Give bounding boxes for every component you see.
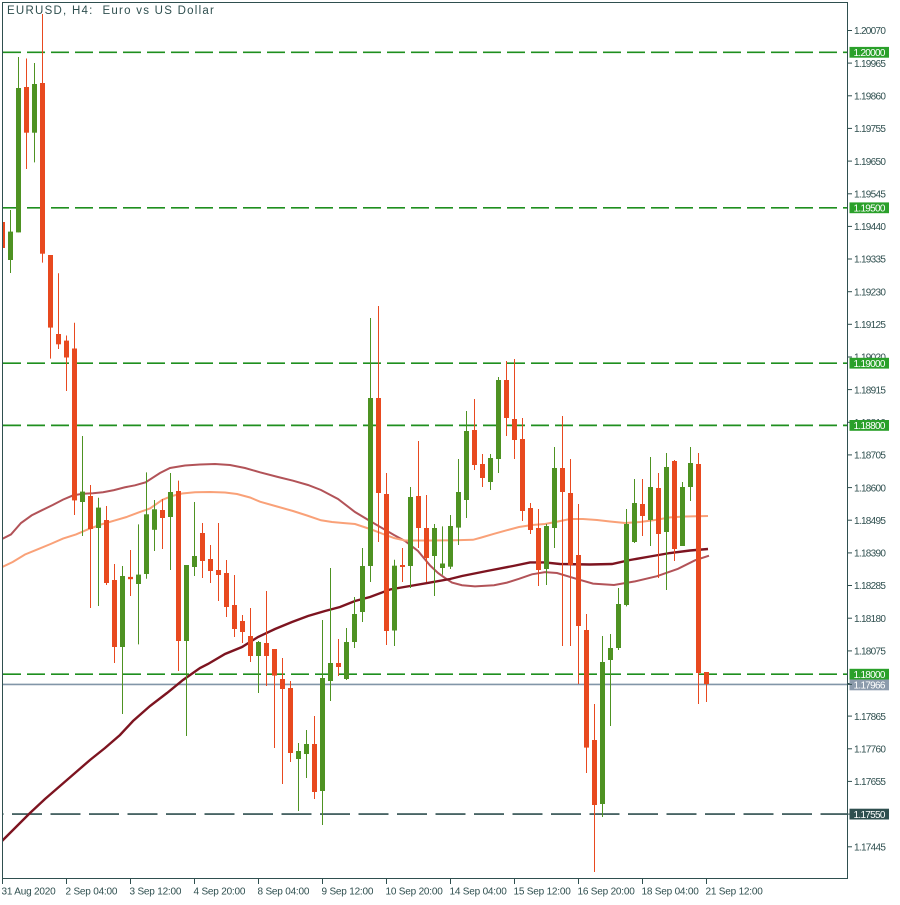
svg-text:9 Sep 12:00: 9 Sep 12:00 xyxy=(322,887,374,898)
svg-text:1.18600: 1.18600 xyxy=(854,483,886,494)
svg-text:1.18915: 1.18915 xyxy=(854,385,886,396)
svg-text:1.18390: 1.18390 xyxy=(854,549,886,560)
svg-text:1.19440: 1.19440 xyxy=(854,222,886,233)
svg-text:1.17966: 1.17966 xyxy=(854,681,886,692)
svg-text:16 Sep 20:00: 16 Sep 20:00 xyxy=(578,887,636,898)
svg-text:1.19500: 1.19500 xyxy=(854,204,886,215)
svg-text:1.19230: 1.19230 xyxy=(854,287,886,298)
svg-text:EURUSD, H4: Euro vs US Dollar: EURUSD, H4: Euro vs US Dollar xyxy=(7,5,215,17)
svg-text:1.17655: 1.17655 xyxy=(854,777,886,788)
svg-text:1.17445: 1.17445 xyxy=(854,843,886,854)
svg-text:1.17865: 1.17865 xyxy=(854,712,886,723)
svg-text:1.19335: 1.19335 xyxy=(854,255,886,266)
svg-text:1.18180: 1.18180 xyxy=(854,614,886,625)
svg-text:1.18000: 1.18000 xyxy=(854,670,886,681)
svg-text:21 Sep 12:00: 21 Sep 12:00 xyxy=(706,887,764,898)
svg-text:1.19000: 1.19000 xyxy=(854,359,886,370)
svg-text:14 Sep 04:00: 14 Sep 04:00 xyxy=(450,887,508,898)
svg-text:10 Sep 20:00: 10 Sep 20:00 xyxy=(386,887,444,898)
svg-text:1.19545: 1.19545 xyxy=(854,189,886,200)
svg-text:1.18800: 1.18800 xyxy=(854,421,886,432)
svg-text:8 Sep 04:00: 8 Sep 04:00 xyxy=(258,887,310,898)
svg-text:1.18285: 1.18285 xyxy=(854,581,886,592)
svg-text:3 Sep 12:00: 3 Sep 12:00 xyxy=(130,887,182,898)
svg-text:1.19965: 1.19965 xyxy=(854,59,886,70)
svg-text:1.19755: 1.19755 xyxy=(854,124,886,135)
svg-text:1.18075: 1.18075 xyxy=(854,647,886,658)
svg-text:1.19860: 1.19860 xyxy=(854,92,886,103)
svg-text:1.20070: 1.20070 xyxy=(854,26,886,37)
svg-text:31 Aug 2020: 31 Aug 2020 xyxy=(2,887,57,898)
svg-text:18 Sep 04:00: 18 Sep 04:00 xyxy=(642,887,700,898)
svg-text:1.18705: 1.18705 xyxy=(854,451,886,462)
svg-text:1.20000: 1.20000 xyxy=(854,48,886,59)
svg-text:2 Sep 04:00: 2 Sep 04:00 xyxy=(66,887,118,898)
svg-text:1.17760: 1.17760 xyxy=(854,745,886,756)
svg-text:1.17550: 1.17550 xyxy=(854,810,886,821)
svg-text:1.19125: 1.19125 xyxy=(854,320,886,331)
svg-text:4 Sep 20:00: 4 Sep 20:00 xyxy=(194,887,246,898)
svg-text:15 Sep 12:00: 15 Sep 12:00 xyxy=(514,887,572,898)
svg-text:1.18495: 1.18495 xyxy=(854,516,886,527)
svg-text:1.19650: 1.19650 xyxy=(854,157,886,168)
